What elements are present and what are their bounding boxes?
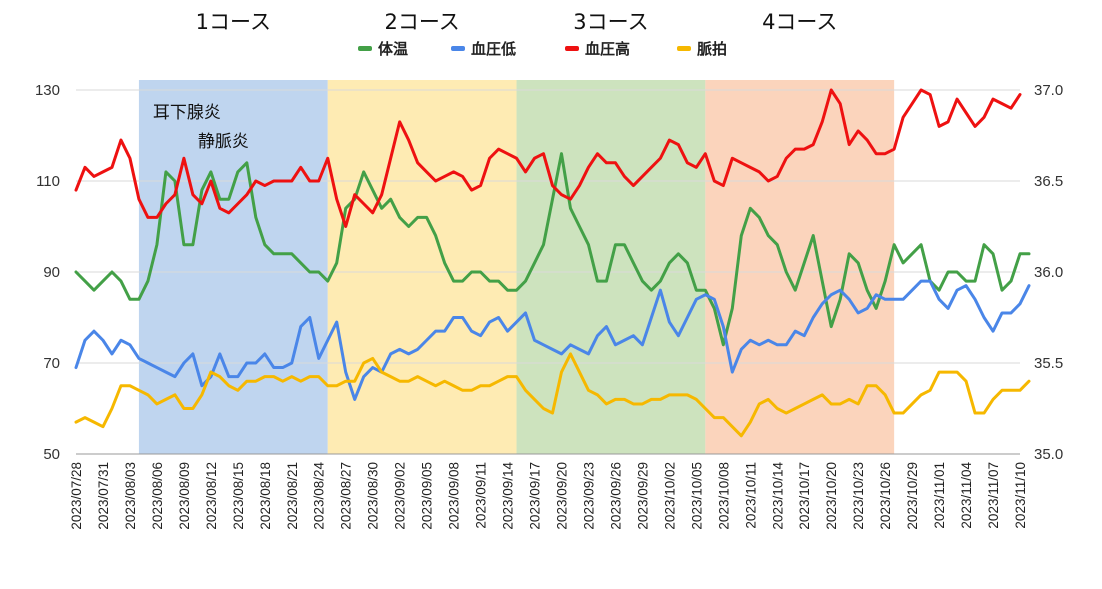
x-tick-label: 2023/11/01	[932, 462, 947, 529]
gridlines	[76, 89, 1020, 455]
legend-swatch	[565, 46, 579, 51]
legend-entry: 血圧高	[585, 40, 630, 58]
x-tick-label: 2023/10/26	[878, 462, 893, 530]
x-tick-label: 2023/09/29	[635, 462, 650, 530]
x-tick-label: 2023/09/08	[447, 462, 462, 530]
x-tick-label: 2023/11/07	[986, 462, 1001, 529]
x-tick-label: 2023/08/21	[285, 462, 300, 530]
x-tick-label: 2023/08/06	[150, 462, 165, 530]
x-tick-label: 2023/09/05	[420, 462, 435, 530]
course-label-4: 4コース	[762, 10, 837, 34]
course-label-2: 2コース	[384, 10, 459, 34]
legend-swatch	[451, 46, 465, 51]
x-tick-label: 2023/10/02	[662, 462, 677, 530]
y-left-tick-label: 50	[43, 446, 60, 463]
y-axis-left: 50 70 90 110 130	[35, 82, 60, 463]
series-line-脈拍	[74, 352, 1031, 438]
course-label-3: 3コース	[573, 10, 648, 34]
series-line-血圧高	[74, 88, 1022, 228]
x-tick-label: 2023/09/26	[608, 462, 623, 530]
x-tick-label: 2023/10/08	[716, 462, 731, 530]
x-tick-label: 2023/09/14	[501, 462, 516, 530]
series-line-血圧低	[74, 279, 1031, 401]
x-tick-label: 2023/08/15	[231, 462, 246, 530]
legend-entry: 脈拍	[697, 40, 727, 58]
x-tick-label: 2023/10/05	[689, 462, 704, 530]
x-tick-label: 2023/07/28	[69, 462, 84, 530]
x-tick-label: 2023/10/29	[905, 462, 920, 530]
x-tick-label: 2023/08/12	[204, 462, 219, 530]
legend-entry: 体温	[378, 40, 408, 58]
y-left-tick-label: 130	[35, 82, 60, 99]
x-tick-label: 2023/08/03	[123, 462, 138, 530]
x-tick-label: 2023/09/11	[474, 462, 489, 529]
x-tick-label: 2023/10/20	[824, 462, 839, 530]
annotation-label: 静脈炎	[198, 132, 249, 152]
series-lines	[74, 88, 1031, 438]
course-label-1: 1コース	[196, 10, 271, 34]
y-right-tick-label: 36.5	[1034, 173, 1063, 190]
x-tick-label: 2023/07/31	[96, 462, 111, 530]
x-tick-label: 2023/09/17	[528, 462, 543, 530]
y-right-tick-label: 37.0	[1034, 82, 1063, 99]
legend-swatch	[358, 46, 372, 51]
x-tick-label: 2023/08/09	[177, 462, 192, 530]
x-tick-label: 2023/09/20	[554, 462, 569, 530]
course-labels: 1コース 2コース 3コース 4コース	[196, 10, 838, 34]
x-tick-label: 2023/08/27	[339, 462, 354, 530]
x-tick-label: 2023/10/23	[851, 462, 866, 530]
y-right-tick-label: 36.0	[1034, 264, 1063, 281]
y-right-tick-label: 35.0	[1034, 446, 1063, 463]
course-band-1	[138, 80, 328, 454]
x-axis: 2023/07/28 2023/07/31 2023/08/03 2023/08/06…	[69, 462, 1028, 530]
y-right-tick-label: 35.5	[1034, 355, 1063, 372]
y-left-tick-label: 110	[36, 173, 60, 190]
legend-entry: 血圧低	[471, 40, 516, 58]
x-tick-label: 2023/08/24	[312, 462, 327, 530]
legend-swatch	[677, 46, 691, 51]
y-left-tick-label: 70	[43, 355, 60, 372]
x-tick-label: 2023/08/18	[258, 462, 273, 530]
annotation-label: 耳下腺炎	[153, 103, 221, 123]
x-tick-label: 2023/10/14	[770, 462, 785, 530]
course-band-4	[705, 80, 895, 454]
legend: 体温 血圧低 血圧高 脈拍	[358, 40, 727, 58]
x-tick-label: 2023/09/23	[581, 462, 596, 530]
y-axis-right: 35.0 35.5 36.0 36.5 37.0	[1034, 82, 1063, 463]
y-left-tick-label: 90	[43, 264, 60, 281]
x-tick-label: 2023/08/30	[366, 462, 381, 530]
course-bands	[138, 80, 895, 454]
x-tick-label: 2023/11/04	[959, 462, 974, 529]
x-tick-label: 2023/11/10	[1013, 462, 1028, 529]
x-tick-label: 2023/10/17	[797, 462, 812, 530]
x-tick-label: 2023/10/11	[743, 462, 758, 529]
x-tick-label: 2023/09/02	[393, 462, 408, 530]
series-line-体温	[74, 152, 1031, 347]
